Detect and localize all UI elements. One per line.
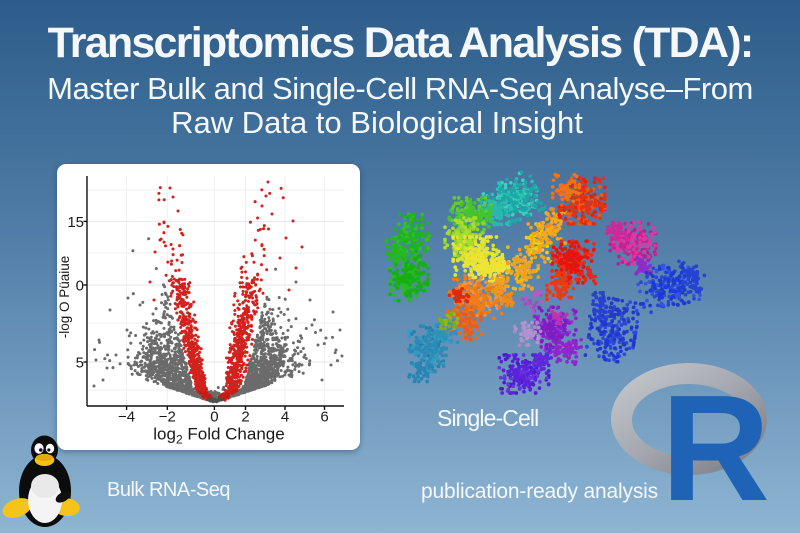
svg-text:0: 0 bbox=[210, 408, 218, 425]
svg-text:5: 5 bbox=[76, 355, 84, 372]
svg-text:log2 Fold Change: log2 Fold Change bbox=[153, 425, 284, 447]
svg-text:2: 2 bbox=[241, 408, 249, 425]
svg-text:−4: −4 bbox=[118, 408, 135, 425]
svg-text:R: R bbox=[661, 363, 770, 505]
svg-text:0: 0 bbox=[76, 278, 84, 295]
svg-text:−2: −2 bbox=[159, 408, 176, 425]
svg-text:-log O Püaiue: -log O Püaiue bbox=[57, 256, 72, 339]
svg-text:4: 4 bbox=[281, 408, 289, 425]
svg-text:15: 15 bbox=[67, 214, 84, 231]
svg-text:6: 6 bbox=[320, 408, 328, 425]
